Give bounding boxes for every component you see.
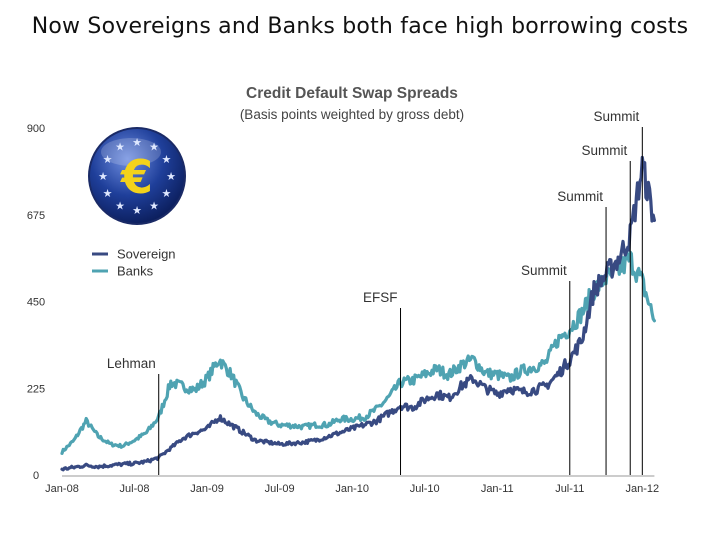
y-tick-label: 0 <box>33 470 39 482</box>
x-tick-label: Jul-09 <box>265 483 295 495</box>
annotation-label: Summit <box>557 189 603 204</box>
y-tick-label: 225 <box>27 383 45 395</box>
annotation-label: Summit <box>521 263 567 278</box>
chart-subtitle: (Basis points weighted by gross debt) <box>240 107 464 122</box>
star-icon: ★ <box>162 187 172 200</box>
star-icon: ★ <box>103 187 113 200</box>
star-icon: ★ <box>98 170 108 183</box>
event-annotations: Lehman EFSF Summit Summit Summit Summit <box>107 109 643 475</box>
legend: Sovereign Banks <box>92 247 176 279</box>
legend-label-sovereign: Sovereign <box>117 247 176 262</box>
star-icon: ★ <box>149 141 159 154</box>
y-tick-label: 675 <box>27 210 45 222</box>
plot-area <box>60 155 657 472</box>
star-icon: ★ <box>162 153 172 166</box>
annotation-label: Lehman <box>107 356 156 371</box>
x-tick-label: Jan-08 <box>45 483 79 495</box>
series-line-banks <box>60 250 657 455</box>
x-tick-label: Jan-12 <box>625 483 659 495</box>
star-icon: ★ <box>132 204 142 217</box>
star-icon: ★ <box>132 136 142 149</box>
x-axis: Jan-08 Jul-08 Jan-09 Jul-09 Jan-10 Jul-10 Jan-… <box>45 475 659 495</box>
x-tick-label: Jul-11 <box>555 483 584 495</box>
x-tick-label: Jul-08 <box>120 483 150 495</box>
annotation-label: Summit <box>581 143 627 158</box>
euro-badge <box>90 129 184 223</box>
euro-icon: € <box>120 150 153 204</box>
star-icon: ★ <box>115 199 125 212</box>
x-tick-label: Jan-10 <box>335 483 369 495</box>
x-tick-label: Jan-09 <box>190 483 224 495</box>
y-tick-label: 900 <box>27 123 45 135</box>
star-icon: ★ <box>103 153 113 166</box>
slide-title: Now Sovereigns and Banks both face high … <box>31 14 689 39</box>
star-icon: ★ <box>149 199 159 212</box>
x-tick-label: Jul-10 <box>410 483 440 495</box>
y-tick-label: 450 <box>27 297 45 309</box>
chart-title: Credit Default Swap Spreads <box>246 85 458 102</box>
annotation-label: EFSF <box>363 290 398 305</box>
series-line-sovereign <box>60 155 657 472</box>
x-tick-label: Jan-11 <box>481 483 514 495</box>
star-icon: ★ <box>166 170 176 183</box>
annotation-label: Summit <box>594 109 640 124</box>
legend-label-banks: Banks <box>117 264 154 279</box>
y-axis: 0 225 450 675 900 <box>27 123 45 482</box>
star-icon: ★ <box>115 141 125 154</box>
euro-logo: ★ ★★★★★★★★★★★€ <box>88 127 186 225</box>
